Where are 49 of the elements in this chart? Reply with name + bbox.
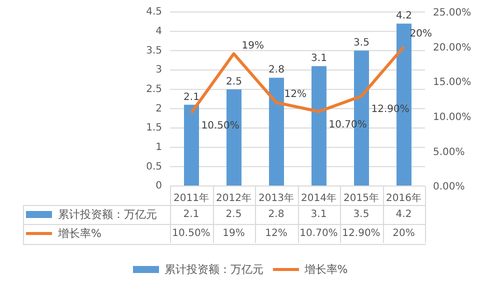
bar — [184, 104, 199, 186]
y-tick-label: 4.5 — [146, 6, 162, 18]
x-tick-label: 2012年 — [216, 192, 252, 204]
y-tick-label: 3 — [156, 64, 162, 76]
data-label: 10.70% — [298, 227, 339, 241]
data-label: 10.50% — [171, 227, 212, 241]
legend-label: 累计投资额：万亿元 — [58, 207, 157, 222]
bar — [269, 78, 284, 186]
text: 2.5 — [226, 76, 242, 88]
y-tick-label: 0.5 — [146, 161, 162, 172]
legend-label: 增长率% — [58, 226, 102, 241]
x-tick-label: 2013年 — [258, 192, 294, 204]
y-tick-label: 2.5 — [146, 84, 162, 96]
y-tick-label: 0 — [156, 180, 162, 192]
text: 2.1 — [184, 92, 200, 103]
text: 累计投资额：万亿元 — [164, 263, 264, 276]
data-label: 4.2 — [394, 208, 413, 222]
y2-tick-label: 15.00% — [433, 77, 472, 88]
y2-tick-label: 5.00% — [433, 146, 465, 158]
text: 12% — [284, 89, 306, 100]
x-tick-label: 2011年 — [174, 192, 209, 204]
text: 4.2 — [396, 10, 412, 22]
y-tick-label: 4 — [156, 26, 162, 38]
data-label: 12.90% — [341, 227, 382, 241]
y2-tick-label: 25.00% — [433, 8, 472, 19]
x-tick-label: 2015年 — [344, 192, 379, 204]
text: 增长率% — [304, 263, 348, 276]
x-tick-label: 2016年 — [386, 192, 422, 204]
x-tick-label: 2014年 — [301, 192, 336, 204]
data-label: 2.8 — [267, 208, 286, 222]
text: 3.5 — [354, 38, 370, 49]
data-label: 20% — [392, 227, 416, 241]
data-label: 3.5 — [352, 208, 370, 222]
text: 2.8 — [268, 64, 284, 76]
text: 19% — [242, 40, 264, 52]
y-tick-label: 1 — [156, 142, 162, 154]
data-label: 2.1 — [182, 208, 200, 222]
data-label: 3.1 — [310, 208, 328, 222]
y2-tick-label: 0.00% — [433, 182, 465, 193]
y2-tick-label: 10.00% — [433, 112, 472, 123]
y-tick-label: 1.5 — [146, 122, 162, 134]
text: 3.1 — [311, 53, 327, 64]
bar — [312, 66, 326, 186]
y-tick-label: 3.5 — [146, 45, 162, 56]
data-label: 19% — [222, 227, 246, 241]
y2-tick-label: 20.00% — [433, 42, 472, 54]
y-tick-label: 2 — [156, 103, 162, 114]
data-label: 12% — [264, 227, 288, 241]
data-label: 2.5 — [224, 208, 243, 222]
